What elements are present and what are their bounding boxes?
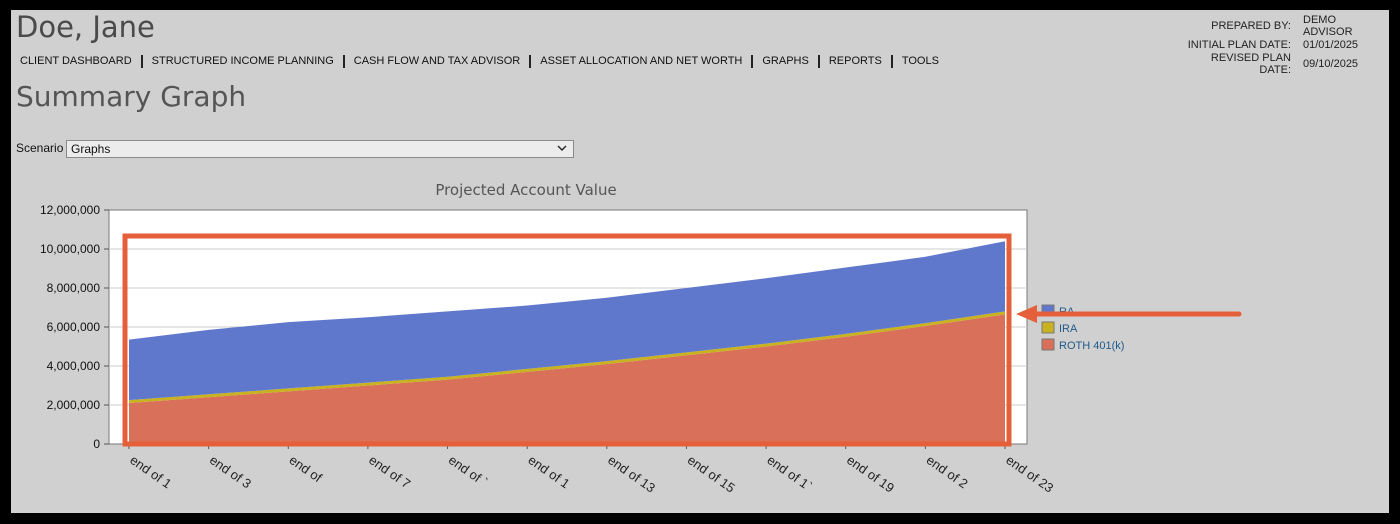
revised-plan-date-label: REVISED PLAN DATE:	[1210, 51, 1291, 76]
highlight-box	[122, 233, 1012, 447]
nav-cash-flow-and-tax-advisor[interactable]: CASH FLOW AND TAX ADVISOR	[353, 55, 521, 67]
main-nav: CLIENT DASHBOARD STRUCTURED INCOME PLANN…	[11, 54, 948, 68]
nav-separator	[342, 54, 345, 68]
y-tick-label: 12,000,000	[40, 203, 100, 217]
plan-info: PREPARED BY: DEMO ADVISOR INITIAL PLAN D…	[1186, 13, 1383, 76]
page-title: Summary Graph	[16, 80, 247, 113]
scenario-selected-value: Graphs	[71, 142, 111, 156]
y-tick-label: 0	[93, 437, 100, 451]
initial-plan-date-value: 01/01/2025	[1303, 38, 1359, 51]
area-roth-401-k-[interactable]	[129, 314, 1005, 444]
y-tick-label: 2,000,000	[47, 398, 101, 412]
x-tick-label: end of	[287, 452, 326, 485]
y-tick-label: 8,000,000	[47, 281, 101, 295]
legend-label-ira[interactable]: IRA	[1059, 323, 1078, 335]
chevron-down-icon	[557, 145, 567, 151]
nav-client-dashboard[interactable]: CLIENT DASHBOARD	[20, 55, 132, 67]
nav-graphs[interactable]: GRAPHS	[762, 55, 809, 67]
nav-separator	[751, 54, 754, 68]
nav-separator	[140, 54, 143, 68]
nav-reports[interactable]: REPORTS	[828, 55, 882, 67]
initial-plan-date-label: INITIAL PLAN DATE:	[1187, 38, 1291, 51]
nav-tools[interactable]: TOOLS	[901, 55, 939, 67]
nav-separator	[817, 54, 820, 68]
nav-separator	[529, 54, 532, 68]
nav-asset-allocation-and-net-worth[interactable]: ASSET ALLOCATION AND NET WORTH	[540, 55, 743, 67]
prepared-by-label: PREPARED BY:	[1211, 19, 1291, 32]
legend-swatch-ira[interactable]	[1041, 321, 1055, 334]
client-name: Doe, Jane	[16, 10, 155, 44]
x-tick-label: end of 1	[127, 452, 174, 491]
scenario-label: Scenario	[16, 141, 64, 155]
x-tick-label: end of 7	[366, 452, 413, 491]
legend-label-roth-401-k-[interactable]: ROTH 401(k)	[1059, 340, 1124, 352]
app-frame: Doe, Jane PREPARED BY: DEMO ADVISOR INIT…	[11, 10, 1389, 513]
x-tick-label: end of 15	[685, 452, 738, 495]
scenario-select[interactable]: Graphs	[66, 140, 574, 158]
x-tick-label: end of `	[446, 452, 491, 490]
x-tick-label: end of 2	[924, 452, 971, 491]
y-tick-label: 4,000,000	[47, 359, 101, 373]
y-tick-label: 10,000,000	[40, 242, 100, 256]
y-tick-label: 6,000,000	[47, 320, 101, 334]
nav-separator	[890, 54, 893, 68]
summary-chart: Projected Account Value 0 2,000,000 4,000,…	[40, 181, 1242, 496]
arrow-left-icon	[1016, 305, 1242, 323]
prepared-by-value: DEMO ADVISOR	[1303, 13, 1353, 38]
area-ra[interactable]	[129, 241, 1005, 401]
y-axis-ticks: 0 2,000,000 4,000,000 6,000,000 8,000,000 10,…	[40, 203, 109, 451]
nav-structured-income-planning[interactable]: STRUCTURED INCOME PLANNING	[151, 55, 334, 67]
area-ira[interactable]	[129, 311, 1005, 404]
x-tick-label: end of 1`	[764, 452, 815, 494]
x-tick-label: end of 23	[1003, 452, 1056, 495]
x-tick-label: end of 13	[605, 452, 658, 495]
x-tick-label: end of 1	[525, 452, 572, 491]
series-areas	[129, 241, 1005, 444]
x-tick-label: end of 3	[207, 452, 254, 491]
legend-swatch-roth-401-k-[interactable]	[1041, 338, 1055, 351]
revised-plan-date-value: 09/10/2025	[1303, 57, 1359, 70]
x-axis-ticks: end of 1 end of 3 end of end of 7 end of ` en…	[127, 444, 1056, 496]
chart-title: Projected Account Value	[435, 181, 616, 199]
x-tick-label: end of 19	[844, 452, 897, 495]
